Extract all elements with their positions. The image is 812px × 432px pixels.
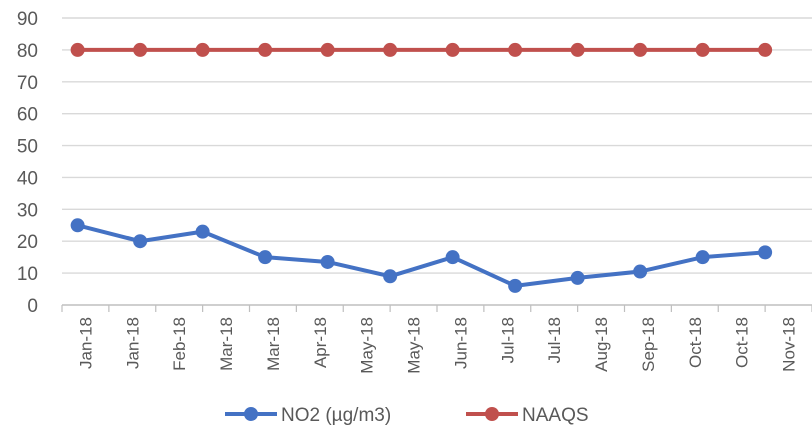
legend-label: NO2 (µg/m3) [281,405,391,426]
gridlines [62,17,812,274]
y-tick-label: 60 [17,105,38,126]
legend-swatch-marker [244,407,258,421]
data-point [445,250,460,265]
data-point [133,234,148,249]
data-point [320,42,335,57]
legend: NO2 (µg/m3) NAAQS [225,405,589,426]
x-tick-label: Mar-18 [264,317,283,371]
legend-item: NO2 (µg/m3) [225,405,391,426]
x-tick-label: Jan-18 [123,317,142,369]
series-group [70,42,773,293]
series-line [75,223,768,288]
data-point [383,42,398,57]
y-tick-label: 90 [17,9,38,30]
y-tick-label: 0 [27,296,38,317]
legend-label: NAAQS [522,405,589,426]
x-tick-label: Aug-18 [592,317,611,372]
x-axis-ticks: Jan-18 Jan-18 Feb-18 Mar-18 Mar-18 Apr-18 May-… [61,305,812,374]
data-point [758,245,773,260]
legend-item: NAAQS [466,405,589,426]
x-tick-label: Jul-18 [498,317,517,363]
data-point [258,42,273,57]
data-point [508,42,523,57]
legend-swatch-marker [485,407,499,421]
y-tick-label: 30 [17,200,38,221]
x-tick-label: Feb-18 [170,317,189,371]
series-no2 [70,218,773,293]
data-point [445,42,460,57]
x-tick-label: Mar-18 [217,317,236,371]
y-tick-label: 40 [17,168,38,189]
x-tick-label: Nov-18 [780,317,799,372]
y-tick-label: 70 [17,73,38,94]
data-point [695,250,710,265]
y-tick-label: 10 [17,264,38,285]
y-tick-label: 80 [17,41,38,62]
data-point [633,42,648,57]
y-tick-label: 50 [17,137,38,158]
data-point [195,42,210,57]
y-tick-label: 20 [17,232,38,253]
y-axis-ticks: 0 10 20 30 40 50 60 70 80 90 [17,9,38,317]
x-tick-label: May-18 [358,317,377,374]
data-point [570,42,585,57]
series-naaqs [70,42,773,57]
data-point [320,254,335,269]
data-point [195,224,210,239]
data-point [508,278,523,293]
data-point [758,42,773,57]
x-tick-label: Sep-18 [639,317,658,372]
data-point [570,270,585,285]
data-point [383,269,398,284]
data-point [133,42,148,57]
x-tick-label: Oct-18 [733,317,752,368]
data-point [695,42,710,57]
data-point [258,250,273,265]
x-tick-label: Jan-18 [76,317,95,369]
x-tick-label: Oct-18 [686,317,705,368]
data-point [633,264,648,279]
x-tick-label: Jun-18 [451,317,470,369]
x-tick-label: Jul-18 [545,317,564,363]
x-tick-label: May-18 [405,317,424,374]
data-point [70,42,85,57]
data-point [70,218,85,233]
x-tick-label: Apr-18 [311,317,330,368]
